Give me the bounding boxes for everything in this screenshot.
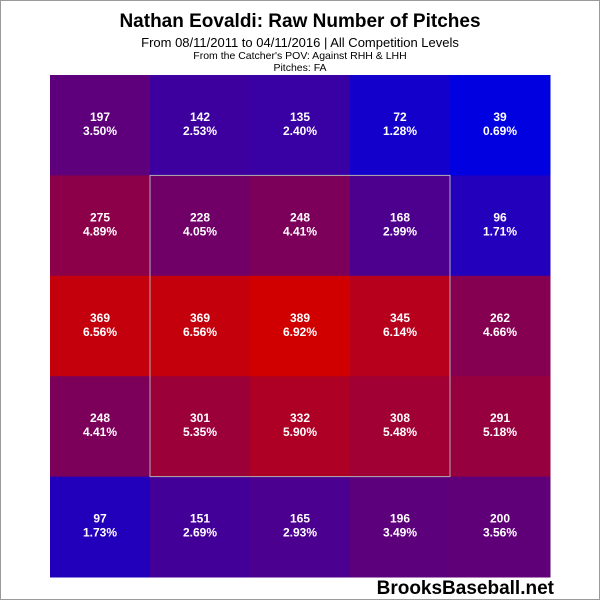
heatmap-cell <box>250 275 351 377</box>
cell-count-label: 39 <box>493 110 507 124</box>
brand-watermark: BrooksBaseball.net <box>376 578 554 599</box>
heatmap-cell <box>50 376 151 478</box>
heatmap-cell <box>350 275 451 377</box>
cell-count-label: 308 <box>390 411 410 425</box>
cell-percent-label: 3.50% <box>83 124 117 138</box>
cell-percent-label: 6.14% <box>383 325 417 339</box>
cell-count-label: 197 <box>90 110 110 124</box>
heatmap-cell <box>150 175 251 277</box>
cell-percent-label: 2.40% <box>283 124 317 138</box>
cell-percent-label: 5.48% <box>383 425 417 439</box>
cell-percent-label: 4.66% <box>483 325 517 339</box>
cell-percent-label: 6.56% <box>183 325 217 339</box>
chart-title: Nathan Eovaldi: Raw Number of Pitches <box>119 11 481 32</box>
heatmap-cell <box>50 476 151 578</box>
cell-count-label: 332 <box>290 411 310 425</box>
heatmap-cell <box>50 275 151 377</box>
cell-percent-label: 2.53% <box>183 124 217 138</box>
cell-percent-label: 3.49% <box>383 526 417 540</box>
cell-percent-label: 4.41% <box>283 224 317 238</box>
cell-percent-label: 4.05% <box>183 224 217 238</box>
cell-count-label: 345 <box>390 311 410 325</box>
cell-percent-label: 6.92% <box>283 325 317 339</box>
cell-count-label: 301 <box>190 411 210 425</box>
cell-count-label: 196 <box>390 512 410 526</box>
cell-percent-label: 1.73% <box>83 526 117 540</box>
cell-percent-label: 1.71% <box>483 224 517 238</box>
heatmap-cell <box>150 376 251 478</box>
cell-count-label: 96 <box>493 210 507 224</box>
cell-count-label: 275 <box>90 210 110 224</box>
heatmap-cell <box>450 376 551 478</box>
strike-zone <box>149 174 451 478</box>
heatmap-cell <box>450 75 551 176</box>
heatmap-cell <box>250 476 351 578</box>
heatmap-cell <box>250 175 351 277</box>
heatmap-cell <box>150 75 251 176</box>
heatmap-cell <box>350 376 451 478</box>
cell-count-label: 262 <box>490 311 510 325</box>
heatmap-cell <box>50 175 151 277</box>
heatmap-cell <box>450 175 551 277</box>
cell-count-label: 135 <box>290 110 310 124</box>
heatmap-cell <box>50 75 151 176</box>
cell-count-label: 168 <box>390 210 410 224</box>
cell-count-label: 228 <box>190 210 210 224</box>
cell-count-label: 97 <box>93 512 107 526</box>
cell-percent-label: 1.28% <box>383 124 417 138</box>
pov-line: From the Catcher's POV: Against RHH & LH… <box>193 50 407 62</box>
chart-subtitle: From 08/11/2011 to 04/11/2016 | All Comp… <box>141 35 459 50</box>
cell-percent-label: 2.69% <box>183 526 217 540</box>
heatmap-cell <box>250 75 351 176</box>
cell-percent-label: 5.35% <box>183 425 217 439</box>
cell-percent-label: 5.18% <box>483 425 517 439</box>
cell-count-label: 72 <box>393 110 407 124</box>
pitch-type-line: Pitches: FA <box>273 62 327 74</box>
cell-count-label: 369 <box>90 311 110 325</box>
cell-count-label: 248 <box>290 210 310 224</box>
cell-count-label: 248 <box>90 411 110 425</box>
cell-percent-label: 0.69% <box>483 124 517 138</box>
cell-percent-label: 2.99% <box>383 224 417 238</box>
cell-percent-label: 4.89% <box>83 224 117 238</box>
cell-count-label: 165 <box>290 512 310 526</box>
heatmap-cell <box>150 275 251 377</box>
cell-percent-label: 3.56% <box>483 526 517 540</box>
heatmap-cell <box>350 75 451 176</box>
heatmap-cell <box>250 376 351 478</box>
cell-percent-label: 6.56% <box>83 325 117 339</box>
cell-count-label: 142 <box>190 110 210 124</box>
cell-count-label: 291 <box>490 411 510 425</box>
heatmap-cell <box>350 476 451 578</box>
heatmap-cell <box>450 275 551 377</box>
cell-percent-label: 5.90% <box>283 425 317 439</box>
cell-count-label: 151 <box>190 512 210 526</box>
heatmap-cell <box>150 476 251 578</box>
cell-count-label: 369 <box>190 311 210 325</box>
heatmap-cells <box>50 75 551 578</box>
heatmap-cell <box>450 476 551 578</box>
cell-count-label: 200 <box>490 512 510 526</box>
cell-count-label: 389 <box>290 311 310 325</box>
cell-percent-label: 4.41% <box>83 425 117 439</box>
heatmap-cell <box>350 175 451 277</box>
cell-percent-label: 2.93% <box>283 526 317 540</box>
